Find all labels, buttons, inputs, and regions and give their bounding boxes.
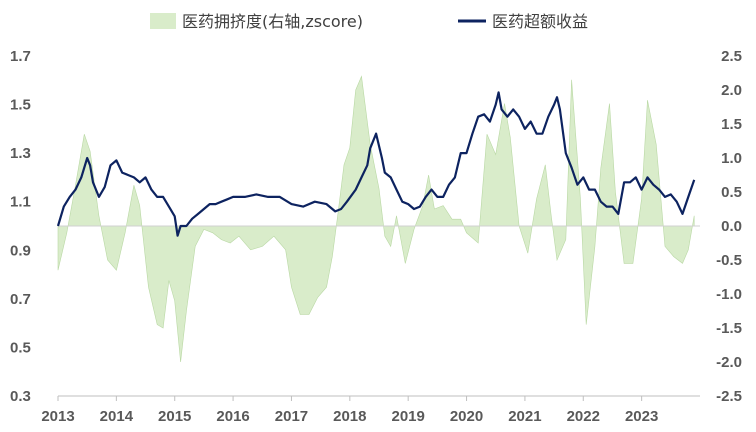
y-right-tick-label: -2.5	[716, 388, 742, 405]
crowding-area-layer	[57, 75, 700, 363]
y-right-tick-label: 0.5	[721, 184, 742, 201]
y-right-tick-label: 1.0	[721, 150, 742, 167]
y-left-tick-label: 1.1	[10, 194, 31, 211]
x-tick-label: 2016	[216, 408, 249, 425]
excess-return-line-layer	[56, 91, 696, 237]
y-right-tick-label: -1.0	[716, 286, 742, 303]
legend-label-excess-return: 医药超额收益	[492, 12, 588, 31]
x-tick-label: 2020	[450, 408, 483, 425]
x-tick-label: 2013	[41, 408, 74, 425]
y-left-tick-label: 0.5	[10, 339, 31, 356]
x-tick-label: 2023	[625, 408, 658, 425]
axes: 2013 2014 2015 2016 2017 2018 2019 2020 2021 2022…	[10, 48, 742, 425]
y-left-tick-label: 1.5	[10, 97, 31, 114]
y-right-tick-label: -0.5	[716, 252, 742, 269]
x-tick-label: 2017	[275, 408, 308, 425]
y-right-tick-label: -2.0	[716, 354, 742, 371]
y-left-tick-label: 0.7	[10, 291, 31, 308]
y-left-tick-label: 0.9	[10, 242, 31, 259]
y-right-tick-label: 0.0	[721, 218, 742, 235]
y-left-tick-label: 1.3	[10, 145, 31, 162]
legend: 医药拥挤度(右轴,zscore) 医药超额收益	[150, 12, 588, 31]
x-tick-label: 2014	[100, 408, 134, 425]
y-left-tick-label: 1.7	[10, 48, 31, 65]
x-tick-label: 2018	[333, 408, 366, 425]
x-tick-label: 2015	[158, 408, 191, 425]
legend-swatch-crowding	[150, 13, 176, 29]
y-right-tick-label: 2.0	[721, 82, 742, 99]
y-left-tick-label: 0.3	[10, 388, 31, 405]
y-right-tick-label: 2.5	[721, 48, 742, 65]
legend-label-crowding: 医药拥挤度(右轴,zscore)	[182, 12, 363, 31]
x-tick-label: 2019	[391, 408, 424, 425]
y-right-tick-label: -1.5	[716, 320, 742, 337]
x-tick-label: 2022	[567, 408, 600, 425]
y-right-tick-label: 1.5	[721, 116, 742, 133]
crowding-area	[57, 75, 695, 363]
excess-return-line	[56, 91, 696, 237]
x-tick-label: 2021	[508, 408, 541, 425]
